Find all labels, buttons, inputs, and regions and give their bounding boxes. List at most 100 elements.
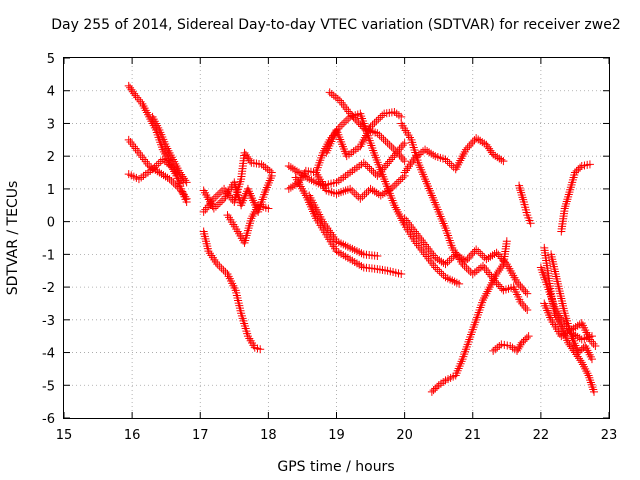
data-point — [358, 138, 367, 146]
data-point — [367, 166, 376, 175]
data-point — [448, 276, 457, 285]
data-point — [427, 149, 436, 158]
data-point — [373, 171, 382, 180]
data-point — [407, 158, 416, 167]
data-point — [516, 297, 525, 306]
data-point — [427, 387, 436, 396]
data-point — [162, 158, 171, 167]
data-point — [589, 339, 598, 348]
data-point — [393, 207, 402, 216]
data-point — [341, 241, 350, 250]
data-point — [398, 155, 407, 164]
data-point — [145, 162, 154, 170]
data-point — [358, 192, 367, 201]
data-point — [433, 265, 442, 274]
data-point — [133, 93, 142, 102]
data-point — [576, 163, 585, 172]
data-point — [431, 263, 440, 272]
data-point — [364, 186, 373, 195]
data-point — [218, 196, 227, 205]
data-point — [409, 155, 418, 164]
data-point — [581, 364, 590, 373]
data-point — [561, 329, 570, 338]
y-tick-label: -4 — [42, 347, 55, 362]
data-point — [131, 91, 140, 100]
data-point — [431, 253, 440, 262]
data-point — [155, 168, 164, 177]
data-point — [348, 244, 357, 253]
data-point — [487, 148, 496, 157]
data-point — [414, 150, 423, 159]
data-point — [441, 273, 450, 282]
data-point — [378, 111, 387, 120]
data-point — [373, 252, 382, 260]
data-point — [134, 95, 143, 104]
data-point — [381, 137, 390, 146]
data-point — [357, 140, 366, 149]
data-point — [478, 251, 487, 260]
data-point — [460, 262, 469, 271]
data-point — [480, 294, 489, 302]
data-point — [387, 155, 395, 164]
data-point — [372, 188, 381, 197]
data-point — [435, 256, 444, 265]
data-point — [400, 214, 409, 223]
data-point — [587, 355, 596, 364]
data-point — [488, 251, 497, 260]
data-point — [362, 188, 371, 197]
data-point — [393, 148, 402, 157]
data-point — [403, 164, 412, 173]
data-point — [391, 146, 400, 155]
data-point — [387, 143, 396, 152]
data-point — [339, 118, 348, 127]
data-point — [439, 258, 448, 267]
data-point — [144, 110, 153, 119]
data-point — [213, 200, 222, 209]
data-point — [463, 143, 472, 152]
data-point — [385, 157, 394, 166]
data-point — [356, 120, 365, 129]
data-point — [396, 175, 405, 184]
data-point — [333, 94, 342, 103]
data-point — [392, 179, 401, 188]
data-point — [499, 157, 508, 166]
data-point — [138, 153, 147, 162]
data-point — [334, 189, 343, 197]
data-point — [431, 384, 440, 393]
data-point — [458, 152, 467, 161]
data-point — [209, 194, 218, 203]
data-point — [521, 303, 530, 312]
data-point — [124, 135, 133, 144]
data-point — [267, 168, 276, 177]
data-point — [494, 280, 503, 289]
data-point — [482, 289, 491, 298]
data-point — [368, 186, 377, 195]
data-point — [211, 192, 220, 201]
data-point — [573, 332, 582, 341]
data-point — [495, 154, 504, 163]
data-point — [383, 159, 392, 168]
data-point — [257, 160, 266, 169]
y-tick-label: -6 — [42, 412, 55, 427]
data-point — [400, 157, 409, 166]
data-point — [450, 277, 459, 286]
data-point — [284, 184, 293, 193]
data-point — [199, 207, 208, 216]
data-point — [513, 346, 522, 355]
data-point — [201, 205, 210, 214]
data-point — [375, 131, 384, 140]
data-point — [351, 115, 360, 124]
data-point — [521, 287, 530, 296]
data-point — [136, 151, 145, 160]
data-point — [496, 282, 504, 291]
data-point — [167, 177, 176, 186]
data-point — [427, 259, 436, 268]
data-point — [577, 345, 586, 354]
data-point — [580, 362, 589, 371]
data-point — [565, 326, 574, 335]
data-point — [380, 188, 389, 197]
data-point — [456, 156, 465, 165]
x-tick-label: 21 — [464, 428, 481, 443]
data-point — [247, 191, 256, 200]
data-point — [342, 116, 351, 125]
